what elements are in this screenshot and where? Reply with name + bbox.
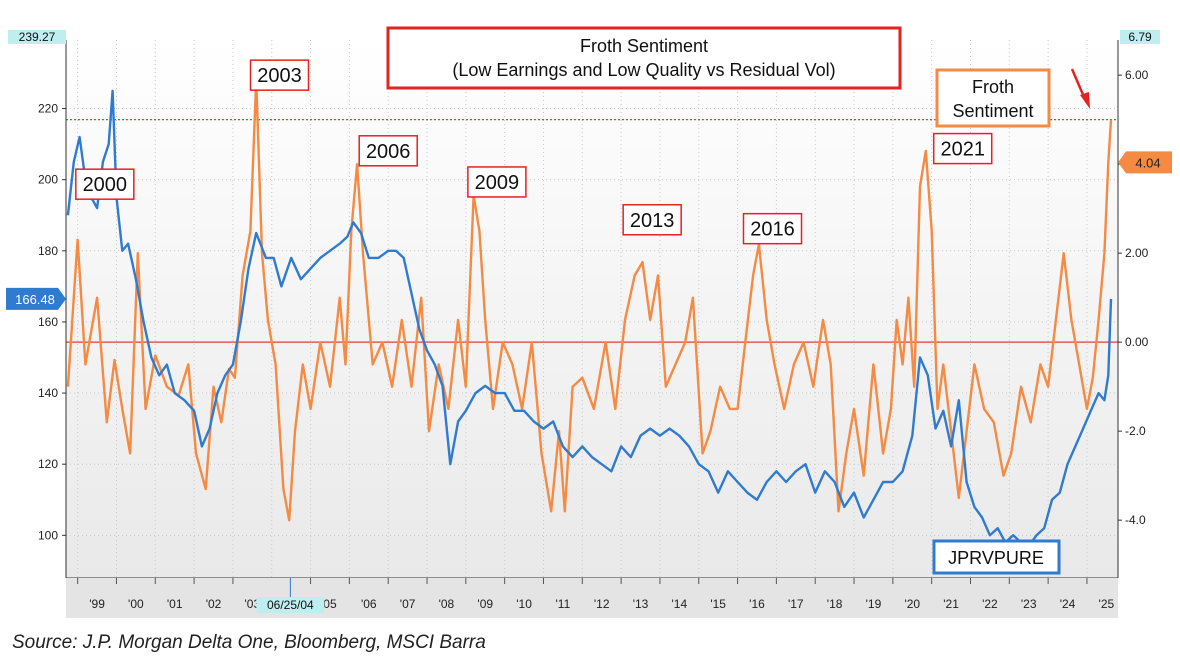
left-tick-label: 220 (38, 102, 58, 116)
x-tick-label: '24 (1060, 597, 1076, 611)
left-tick-label: 140 (38, 386, 58, 400)
annotation-label: 2009 (475, 172, 520, 194)
left-tick-label: 160 (38, 315, 58, 329)
x-tick-label: '07 (400, 597, 416, 611)
x-tick-label: '20 (904, 597, 920, 611)
x-tick-label: '14 (672, 597, 688, 611)
left-last-value-tag (6, 287, 66, 310)
right-top-label-bg (1120, 30, 1160, 44)
x-tick-label: '00 (128, 597, 144, 611)
left-tick-label: 120 (38, 457, 58, 471)
axes: 100 120 140 160 180 200 220 -4.0 -2.0 0.00 2.00 4.0… (6, 30, 1172, 618)
x-tick-label: '06 (361, 597, 377, 611)
annotation-label: 2003 (257, 65, 302, 87)
annotation-box-2000 (75, 168, 135, 200)
plot-background (66, 40, 1118, 578)
x-tick-label: '08 (439, 597, 455, 611)
froth-legend-box: Froth Sentiment (935, 68, 1051, 128)
x-tick-label: 05 (323, 597, 337, 611)
annotation-label: 2006 (366, 141, 411, 163)
x-axis-band (66, 578, 1118, 618)
left-tick-label: 180 (38, 244, 58, 258)
annotation-box-2016 (742, 212, 803, 245)
x-tick-label: '25 (1099, 597, 1115, 611)
left-tick-label: 200 (38, 173, 58, 187)
x-tick-label: '09 (477, 597, 493, 611)
x-tick-label: '18 (827, 597, 843, 611)
left-top-label: 239.27 (19, 30, 56, 44)
x-tick-label: '13 (633, 597, 649, 611)
cursor-date-bg (256, 597, 325, 613)
x-tick-label: '22 (982, 597, 998, 611)
annotation-box-2021 (932, 132, 993, 165)
x-tick-label: '01 (167, 597, 183, 611)
series-line-jprvpure (66, 89, 1113, 548)
right-tick-label: 0.00 (1125, 335, 1149, 349)
annotation-label: 2000 (83, 174, 128, 196)
right-top-label: 6.79 (1128, 30, 1152, 44)
x-tick-label: '10 (516, 597, 532, 611)
right-tick-label: -4.0 (1125, 513, 1146, 527)
right-tick-label: -2.0 (1125, 424, 1146, 438)
froth-legend-line1: Froth (972, 77, 1014, 97)
annotation-box-2003 (249, 59, 310, 91)
source-note: Source: J.P. Morgan Delta One, Bloomberg… (12, 632, 486, 653)
x-tick-label: '12 (594, 597, 610, 611)
x-tick-label: '16 (749, 597, 765, 611)
jprv-legend-box: JPRVPURE (932, 539, 1061, 575)
annotation-box-2013 (622, 204, 682, 236)
annotation-box-2006 (358, 135, 418, 167)
left-last-value-label: 166.48 (15, 292, 55, 307)
right-last-value-label: 4.04 (1135, 155, 1160, 170)
x-tick-label: '99 (89, 597, 105, 611)
jprv-legend-label: JPRVPURE (948, 548, 1044, 568)
x-tick-label: '21 (943, 597, 959, 611)
annotation-label: 2016 (750, 219, 795, 241)
series (66, 78, 1113, 548)
left-tick-label: 100 (38, 528, 58, 542)
x-tick-label: '19 (866, 597, 882, 611)
froth-legend-line2: Sentiment (952, 101, 1033, 121)
right-tick-label: 6.00 (1125, 68, 1149, 82)
right-tick-label: 2.00 (1125, 246, 1149, 260)
x-tick-label: '02 (206, 597, 222, 611)
chart-title-box: Froth Sentiment (Low Earnings and Low Qu… (386, 26, 902, 90)
x-tick-label: '23 (1021, 597, 1037, 611)
annotation-box-2009 (467, 166, 527, 198)
annotations: 2000 2003 2006 2009 2013 2016 2021 (75, 59, 993, 245)
left-top-label-bg (8, 30, 66, 44)
cursor-date-label: 06/25/04 (267, 598, 314, 612)
annotation-label: 2013 (630, 210, 675, 232)
chart-title: Froth Sentiment (580, 36, 708, 56)
froth-arrow (1070, 68, 1090, 109)
x-tick-label: '17 (788, 597, 804, 611)
x-tick-label: '11 (556, 597, 571, 611)
x-tick-label: '15 (710, 597, 726, 611)
series-line-froth (66, 78, 1113, 522)
annotation-label: 2021 (940, 139, 985, 161)
chart-subtitle: (Low Earnings and Low Quality vs Residua… (452, 60, 835, 80)
right-last-value-tag (1118, 151, 1172, 174)
